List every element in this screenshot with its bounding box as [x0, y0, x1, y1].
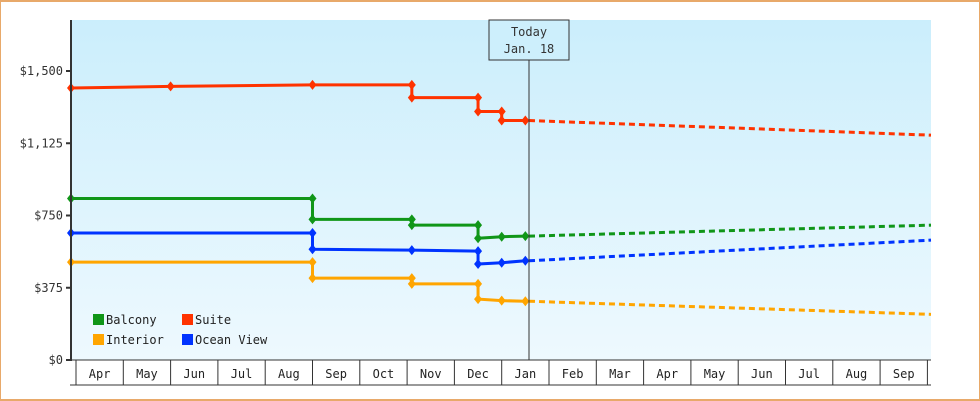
- month-label: Jul: [231, 367, 253, 381]
- legend-item-ocean-view: Ocean View: [182, 333, 268, 347]
- data-point-marker: [497, 295, 506, 306]
- y-tick-label: $1,500: [20, 64, 63, 78]
- data-point-marker: [474, 92, 483, 103]
- data-point-marker: [407, 92, 416, 103]
- data-point-marker: [474, 246, 483, 257]
- data-point-marker: [497, 106, 506, 117]
- month-label: Jul: [798, 367, 820, 381]
- series-balcony: [67, 193, 932, 244]
- month-label: Sep: [893, 367, 915, 381]
- month-label: Jan: [515, 367, 537, 381]
- month-label: Nov: [420, 367, 442, 381]
- series-interior: [67, 257, 932, 316]
- data-point-marker: [308, 214, 317, 225]
- legend-label: Balcony: [106, 313, 157, 327]
- month-label: Oct: [373, 367, 395, 381]
- data-point-marker: [407, 79, 416, 90]
- data-point-marker: [308, 193, 317, 204]
- y-tick-label: $750: [34, 209, 63, 223]
- data-point-marker: [497, 231, 506, 242]
- today-date: Jan. 18: [504, 42, 555, 56]
- data-point-marker: [308, 79, 317, 90]
- legend-label: Interior: [106, 333, 164, 347]
- data-point-marker: [407, 214, 416, 225]
- month-label: Apr: [656, 367, 678, 381]
- month-label: Jun: [183, 367, 205, 381]
- y-tick-label: $375: [34, 281, 63, 295]
- legend-swatch: [93, 314, 104, 325]
- data-point-marker: [407, 273, 416, 284]
- data-point-marker: [521, 255, 530, 266]
- today-marker: Today Jan. 18: [488, 19, 570, 360]
- today-label: Today: [511, 25, 547, 39]
- data-point-marker: [474, 259, 483, 270]
- legend-item-balcony: Balcony: [93, 313, 157, 327]
- data-point-marker: [521, 231, 530, 242]
- data-point-marker: [308, 257, 317, 268]
- y-tick-label: $1,125: [20, 136, 63, 150]
- month-label: Dec: [467, 367, 489, 381]
- legend-item-suite: Suite: [182, 313, 231, 327]
- data-point-marker: [407, 278, 416, 289]
- data-point-marker: [166, 81, 175, 92]
- legend-swatch: [93, 334, 104, 345]
- data-point-marker: [308, 228, 317, 239]
- data-point-marker: [474, 220, 483, 231]
- month-label: Sep: [325, 367, 347, 381]
- data-point-marker: [474, 106, 483, 117]
- legend-item-interior: Interior: [93, 333, 164, 347]
- month-label: Aug: [278, 367, 300, 381]
- data-point-marker: [474, 278, 483, 289]
- data-point-marker: [308, 273, 317, 284]
- series-ocean-view: [67, 228, 932, 270]
- legend: Balcony Suite Interior Ocean View: [93, 313, 268, 347]
- month-label: May: [704, 367, 726, 381]
- legend-label: Suite: [195, 313, 231, 327]
- y-tick-label: $0: [49, 353, 63, 367]
- month-label: Aug: [846, 367, 868, 381]
- data-point-marker: [497, 115, 506, 126]
- legend-label: Ocean View: [195, 333, 268, 347]
- data-point-marker: [474, 294, 483, 305]
- month-label: Jun: [751, 367, 773, 381]
- data-point-marker: [407, 245, 416, 256]
- legend-swatch: [182, 334, 193, 345]
- legend-swatch: [182, 314, 193, 325]
- data-point-marker: [497, 257, 506, 268]
- forecast-line: [528, 119, 932, 137]
- today-box: [488, 19, 570, 61]
- month-label: Apr: [89, 367, 111, 381]
- data-point-marker: [308, 244, 317, 255]
- x-axis: Apr May Jun Jul Aug Sep Oct Nov Dec Jan Feb Mar Apr M…: [70, 359, 931, 386]
- month-label: Feb: [562, 367, 584, 381]
- forecast-line: [528, 238, 932, 263]
- month-label: May: [136, 367, 158, 381]
- data-point-marker: [474, 233, 483, 244]
- data-point-marker: [521, 115, 530, 126]
- forecast-line: [528, 223, 932, 238]
- data-point-marker: [521, 296, 530, 307]
- month-label: Mar: [609, 367, 631, 381]
- forecast-line: [528, 299, 932, 316]
- y-axis: $0 $375 $750 $1,125 $1,500: [20, 20, 72, 367]
- data-point-marker: [407, 220, 416, 231]
